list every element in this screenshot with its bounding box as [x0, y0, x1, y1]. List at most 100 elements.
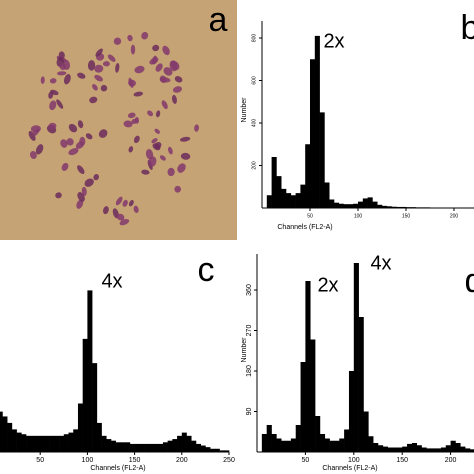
histogram-bar — [319, 434, 326, 452]
chromosome — [141, 169, 150, 175]
histogram-bar — [54, 435, 60, 452]
chromosome — [174, 76, 183, 83]
histogram-bar — [129, 443, 135, 452]
histogram-bar — [134, 443, 140, 452]
histogram-bar — [44, 435, 50, 452]
annotation: 4x — [101, 270, 122, 292]
chromosome — [63, 74, 71, 85]
histogram-bar — [440, 447, 447, 452]
chromosome — [179, 136, 191, 142]
histogram-bar — [21, 434, 27, 452]
histogram-panel: 50 100 150 200 200 400 600 800 Channels (FL2-A) N… — [241, 9, 474, 231]
histogram-bar — [411, 443, 418, 452]
histogram-bar — [167, 440, 173, 452]
histogram-bar — [368, 436, 374, 452]
histogram-bar — [382, 446, 388, 452]
histogram-bar — [329, 440, 335, 452]
histogram-bar — [87, 290, 93, 452]
chromosome — [76, 199, 84, 209]
chromosome — [148, 156, 157, 167]
histogram-bar — [82, 338, 88, 452]
histogram-bar — [387, 447, 393, 452]
histogram-bar — [7, 422, 13, 452]
x-tick-label: 150 — [396, 457, 408, 464]
x-tick-label: 250 — [223, 457, 235, 464]
histogram-bar — [177, 435, 183, 452]
histogram-bar — [324, 438, 330, 452]
chromosome — [84, 178, 94, 187]
histogram-bar — [377, 204, 383, 208]
annotation: 2x — [323, 30, 344, 52]
histogram-bar — [455, 443, 461, 452]
chromosome — [154, 141, 162, 149]
chromosome — [49, 100, 57, 111]
chromosome — [100, 84, 108, 92]
histogram-panel: 50 100 150 200 250 Channels (FL2-A) 4x c — [0, 251, 235, 472]
x-tick-label: 200 — [450, 213, 459, 219]
histogram-bar — [219, 450, 225, 452]
chromosome — [66, 138, 74, 146]
chromosome — [103, 206, 109, 215]
x-tick-label: 100 — [354, 213, 363, 219]
histogram-panel: 5010015020025090180270360Channels (FL2-A… — [241, 252, 474, 472]
chromosome — [32, 128, 40, 137]
chromosome — [155, 110, 161, 118]
chromosome — [40, 76, 45, 84]
chromosome — [102, 61, 110, 67]
panel-label: c — [198, 251, 215, 289]
chromosome — [168, 146, 173, 155]
histogram-bar — [358, 201, 364, 208]
x-tick-label: 100 — [82, 457, 94, 464]
panel-label: a — [209, 1, 228, 39]
histogram-bar — [59, 435, 65, 452]
annotation: 2x — [317, 274, 338, 296]
histogram-bar — [295, 425, 301, 452]
chromosome — [87, 60, 96, 71]
chromosome — [56, 99, 64, 109]
chromosome — [77, 165, 85, 175]
histogram-bar — [35, 435, 41, 452]
x-tick-label: 100 — [348, 457, 360, 464]
histogram-bar — [120, 442, 126, 452]
histogram-bar — [407, 443, 413, 452]
chromosome — [155, 63, 163, 72]
histogram-bar — [271, 157, 277, 208]
chromosome — [171, 94, 177, 104]
chromosome — [98, 129, 108, 138]
histogram-bar — [77, 403, 83, 452]
histogram-bar — [101, 435, 107, 452]
chromosome — [85, 133, 93, 140]
histogram-bar — [373, 443, 379, 452]
histogram-bar — [281, 188, 287, 208]
chromosome — [77, 192, 85, 202]
chromosome — [194, 124, 200, 132]
histogram-bar — [144, 443, 150, 452]
chromosome — [89, 96, 98, 104]
histogram-bar — [305, 144, 311, 208]
chromosome — [141, 31, 149, 40]
histogram-bar — [348, 371, 355, 452]
chromosome — [134, 65, 145, 74]
histogram-bar — [367, 197, 373, 208]
histogram-bar — [416, 445, 422, 452]
histogram-bar — [372, 201, 378, 208]
y-tick-label: 90 — [246, 408, 253, 416]
chromosome — [134, 116, 140, 124]
histogram-bar — [191, 440, 197, 452]
histogram-bar — [30, 435, 36, 452]
chromosome — [49, 78, 57, 84]
x-tick-label: 200 — [445, 457, 457, 464]
chromosome — [48, 122, 57, 130]
chromosome — [81, 186, 87, 196]
chromosome — [130, 44, 136, 55]
histogram-bar — [172, 439, 178, 452]
histogram-bar — [266, 195, 272, 208]
chromosome — [35, 144, 44, 155]
histogram-bar — [26, 435, 32, 452]
chromosome — [147, 110, 154, 117]
histogram-bar — [465, 448, 471, 452]
histogram-bar — [334, 440, 340, 452]
chromosome — [152, 44, 160, 52]
chromosome — [127, 34, 133, 42]
chromosome — [57, 71, 67, 76]
